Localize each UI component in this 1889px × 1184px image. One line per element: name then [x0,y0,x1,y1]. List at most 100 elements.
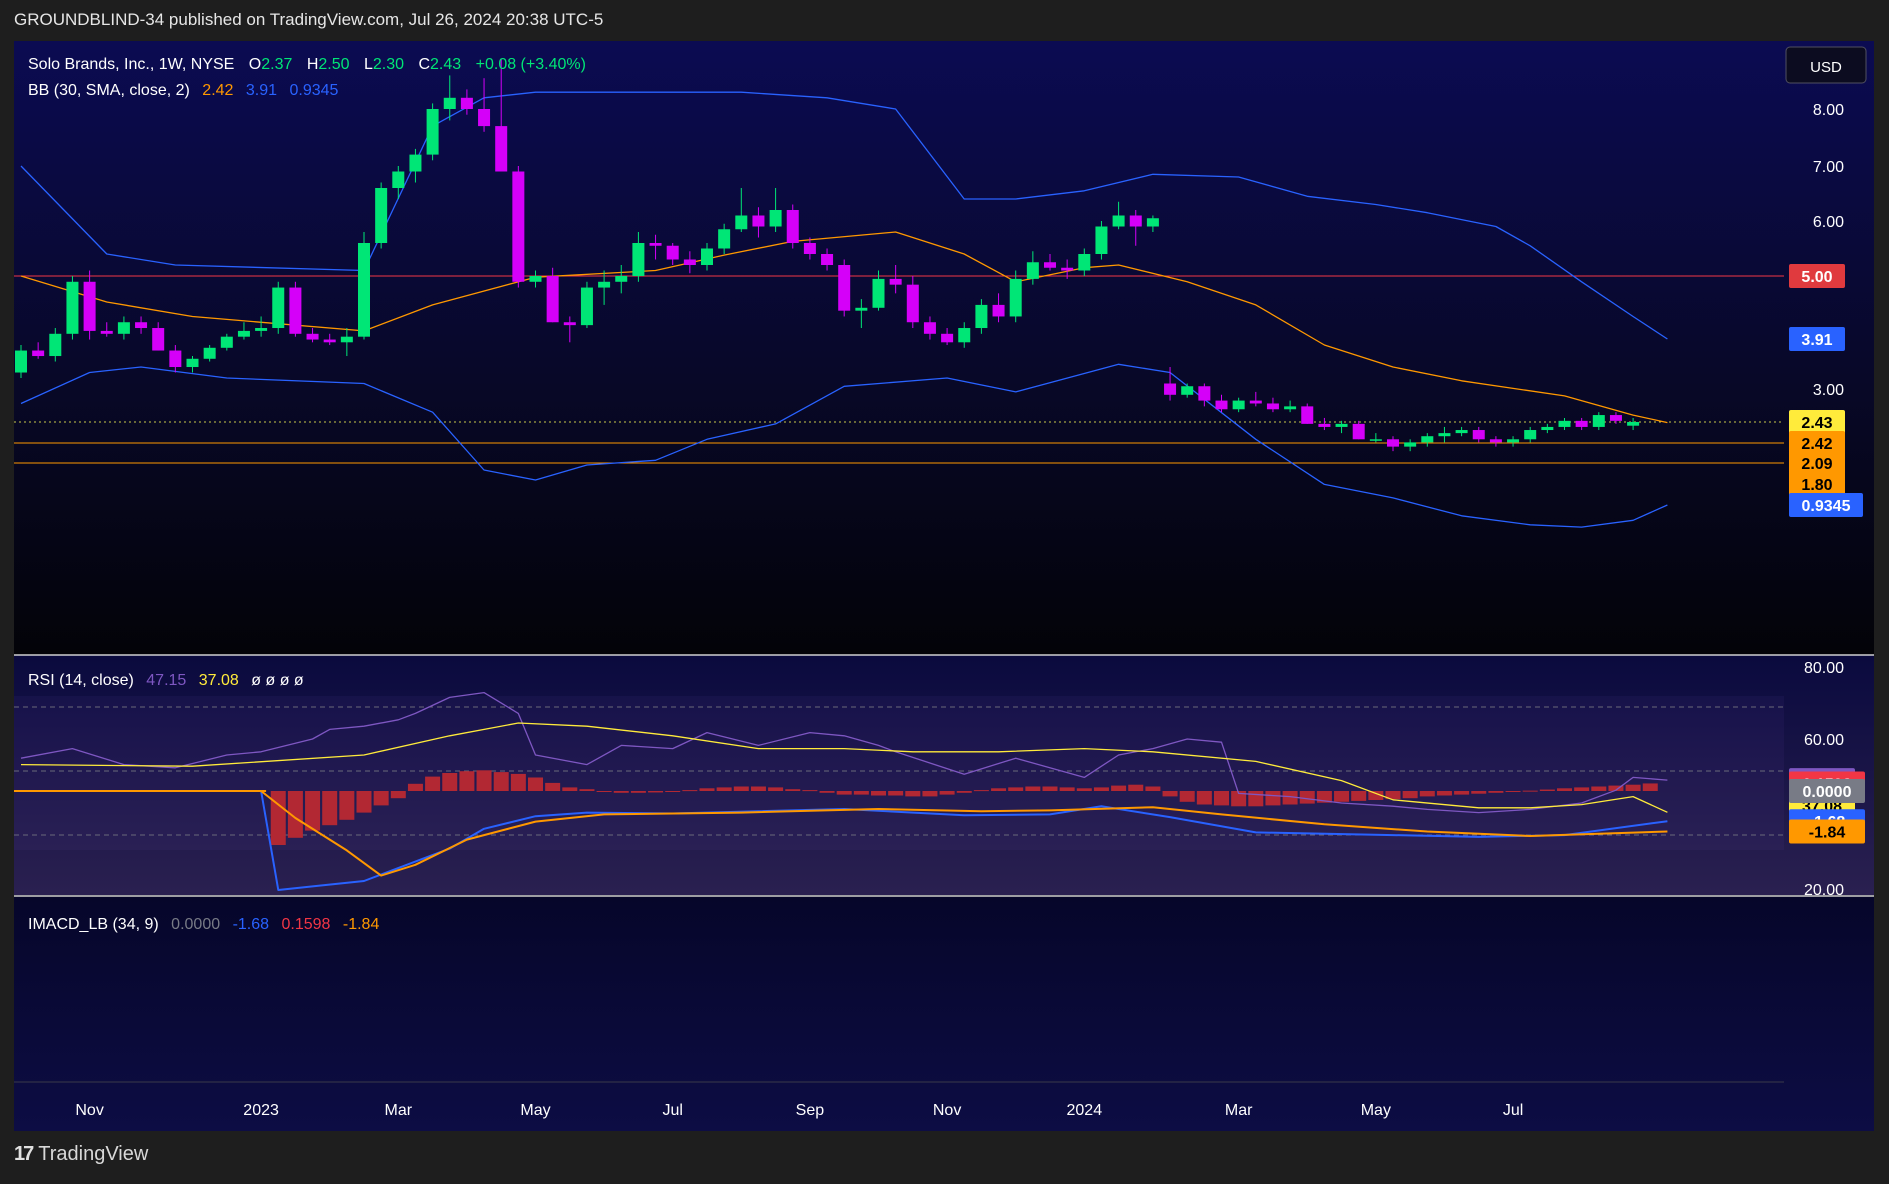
chart-canvas[interactable]: 8.00 7.00 6.00 3.00 80.00 60.00 20.00 Nov 2023 Ma… [14,41,1874,1131]
candle-body [1232,400,1245,410]
macd-histogram-bar [1436,791,1452,796]
imacd-legend[interactable]: IMACD_LB (34, 9) 0.0000 -1.68 0.1598 -1.… [28,916,379,933]
candle-body [580,287,593,326]
price-badge: 2.09 [1789,451,1845,475]
candle-body [992,304,1005,317]
candle [941,328,954,346]
macd-histogram-bar [1316,791,1332,803]
candle [478,78,491,132]
tradingview-branding[interactable]: 17 TradingView [14,1143,148,1166]
badge-bg [1789,410,1845,434]
macd-histogram-bar [1162,791,1178,797]
badge-text: 3.91 [1801,332,1832,349]
macd-histogram-bar [545,782,561,791]
chart-area[interactable]: 8.00 7.00 6.00 3.00 80.00 60.00 20.00 Nov 2023 Ma… [14,41,1874,1131]
tradingview-logo-icon: 17 [14,1143,34,1165]
macd-histogram-bar [905,791,921,797]
symbol-name: Solo Brands, Inc., 1W, NYSE [28,56,234,73]
macd-histogram-bar [1231,791,1247,807]
bb-basis-line [20,231,1668,424]
bb-upper-value: 3.91 [246,82,277,99]
macd-histogram-bar [1076,788,1092,791]
macd-histogram-bar [768,787,784,791]
rsi-axis-label: 20.00 [1804,882,1844,899]
candle-body [906,284,919,323]
candle-body [666,245,679,260]
macd-histogram-bar [956,791,972,793]
candle [409,148,422,183]
macd-histogram-bar [1008,787,1024,791]
candle [1318,417,1331,431]
imacd-label: IMACD_LB (34, 9) [28,916,159,933]
candle [1215,394,1228,413]
bb-legend[interactable]: BB (30, SMA, close, 2) 2.42 3.91 0.9345 [28,82,339,99]
candle [66,276,79,340]
candle [1558,417,1571,431]
badge-text: -1.84 [1809,825,1846,842]
candle-body [1352,423,1365,440]
price-axis-label: 3.00 [1813,382,1844,399]
badge-bg [1789,451,1845,475]
rsi-axis-label: 60.00 [1804,732,1844,749]
candle [1627,417,1640,431]
candle-body [975,304,988,329]
candle-body [272,287,285,329]
candle [769,188,782,232]
candle-body [1301,406,1314,424]
candle [666,243,679,265]
candle-body [409,154,422,172]
candle [375,182,388,249]
candle [100,322,113,337]
macd-histogram-bar [459,771,475,791]
candle-body [1609,415,1622,421]
candle [1507,436,1520,447]
candle [529,270,542,288]
signal-line [21,790,1668,877]
candle [923,316,936,340]
candle-body [1164,383,1177,395]
time-axis-label: 2024 [1067,1102,1103,1119]
imacd-v2: 0.1598 [281,916,330,933]
macd-histogram-bar [1385,791,1401,800]
candle [598,270,611,305]
macd-histogram-bar [630,791,646,793]
candle-body [203,347,216,359]
candle [512,166,525,288]
candle [392,166,405,199]
open-value: 2.37 [261,56,292,73]
candle [1404,439,1417,452]
candle-body [855,307,868,311]
badge-bg [1789,431,1845,455]
macd-histogram-bar [1351,791,1367,801]
candle [306,328,319,343]
candle-body [100,330,113,334]
candle [821,248,834,271]
candle [340,328,353,357]
macd-histogram-bar [579,789,595,791]
candle-body [1592,415,1605,427]
candle [1112,201,1125,230]
change-value: +0.08 (+3.40%) [476,56,586,73]
macd-histogram-bar [1145,786,1161,791]
macd-histogram-bar [922,791,938,797]
candle-body [83,281,96,331]
candle [958,322,971,348]
candle-body [1198,386,1211,401]
candle-body [289,287,302,334]
currency-button[interactable]: USD [1785,46,1867,84]
macd-histogram-bar [1128,784,1144,791]
candle [135,316,148,334]
candle-body [340,336,353,343]
candle [1387,436,1399,452]
candle-body [889,278,902,285]
macd-histogram-bar [356,791,372,813]
candle-body [426,109,439,155]
candle [1524,426,1537,443]
candle-body [701,248,713,265]
macd-histogram-bar [476,770,492,791]
rsi-legend[interactable]: RSI (14, close) 47.15 37.08 ø ø ø ø [28,672,304,689]
macd-histogram-bar [973,790,989,792]
macd-histogram-bar [648,791,664,793]
candle [1181,383,1194,398]
candle-body [1455,430,1468,434]
